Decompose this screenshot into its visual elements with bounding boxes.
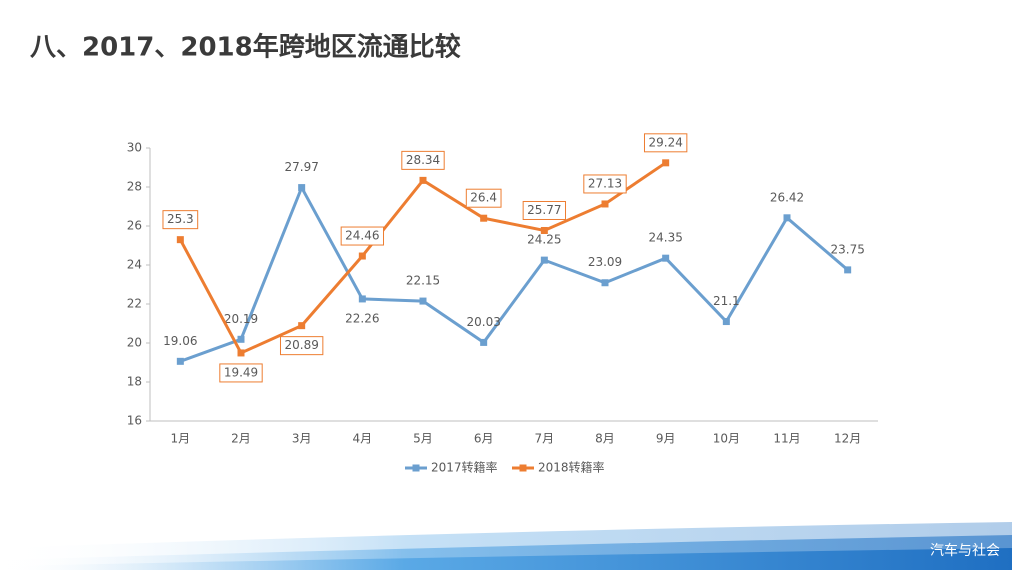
data-label: 24.35 [648,231,682,245]
y-tick-label: 30 [127,141,142,155]
line [179,184,849,363]
x-tick-label: 11月 [773,432,800,446]
data-label: 25.3 [167,212,194,226]
marker [722,318,730,326]
y-tick-label: 24 [127,258,142,272]
data-label: 27.97 [284,160,318,174]
marker [419,176,427,184]
legend-marker [412,464,420,472]
label-box [219,363,263,383]
marker [540,226,548,234]
marker [237,335,245,343]
marker [298,322,306,330]
x-tick-label: 5月 [413,432,433,446]
data-label: 25.77 [527,203,561,217]
data-label: 27.13 [588,176,622,190]
label-box [643,133,688,153]
marker [783,214,791,222]
marker [480,214,488,222]
x-tick-label: 9月 [656,432,676,446]
x-tick-label: 2月 [231,432,251,446]
data-label: 20.89 [284,338,318,352]
marker [601,279,609,287]
y-tick-label: 26 [127,219,142,233]
data-label: 24.46 [345,229,379,243]
x-tick-label: 12月 [834,432,861,446]
x-tick-label: 6月 [474,432,494,446]
data-label: 26.4 [470,191,497,205]
marker [419,297,427,305]
y-tick-label: 22 [127,297,142,311]
data-label: 19.06 [163,334,197,348]
legend-marker [519,464,527,472]
data-label: 26.42 [770,190,804,204]
data-label: 28.34 [406,153,440,167]
label-box [162,210,199,230]
y-tick-label: 28 [127,180,142,194]
y-tick-label: 18 [127,375,142,389]
marker [480,338,488,346]
x-tick-label: 10月 [713,432,740,446]
legend-label: 2017转籍率 [431,460,498,475]
data-label: 29.24 [648,135,682,149]
legend-label: 2018转籍率 [538,460,605,475]
marker [601,200,609,208]
marker [358,295,366,303]
marker [358,252,366,260]
slide-title: 八、2017、2018年跨地区流通比较 [30,32,461,63]
watermark: 汽车与社会 [930,542,1000,559]
data-label: 21.1 [713,294,740,308]
data-label: 19.49 [224,365,258,379]
label-box [465,188,502,208]
y-tick-label: 16 [127,414,142,428]
wave [0,548,1012,570]
label-box [340,226,385,246]
data-label: 22.26 [345,311,379,325]
marker [662,159,670,167]
x-tick-label: 7月 [535,432,555,446]
marker [237,349,245,357]
data-label: 23.09 [588,255,622,269]
y-tick-label: 20 [127,336,142,350]
x-tick-label: 8月 [595,432,615,446]
label-box [583,174,627,194]
data-label: 20.19 [224,312,258,326]
marker [176,236,184,244]
x-tick-label: 3月 [292,432,312,446]
label-box [279,336,324,356]
x-tick-label: 4月 [353,432,373,446]
data-label: 22.15 [406,274,440,288]
data-label: 23.75 [830,242,864,256]
marker [298,184,306,192]
marker [662,254,670,262]
marker [540,256,548,264]
marker [844,266,852,274]
x-tick-label: 1月 [171,432,191,446]
label-box [522,200,567,220]
data-label: 24.25 [527,233,561,247]
marker [176,357,184,365]
label-box [401,150,445,170]
data-label: 20.03 [466,315,500,329]
